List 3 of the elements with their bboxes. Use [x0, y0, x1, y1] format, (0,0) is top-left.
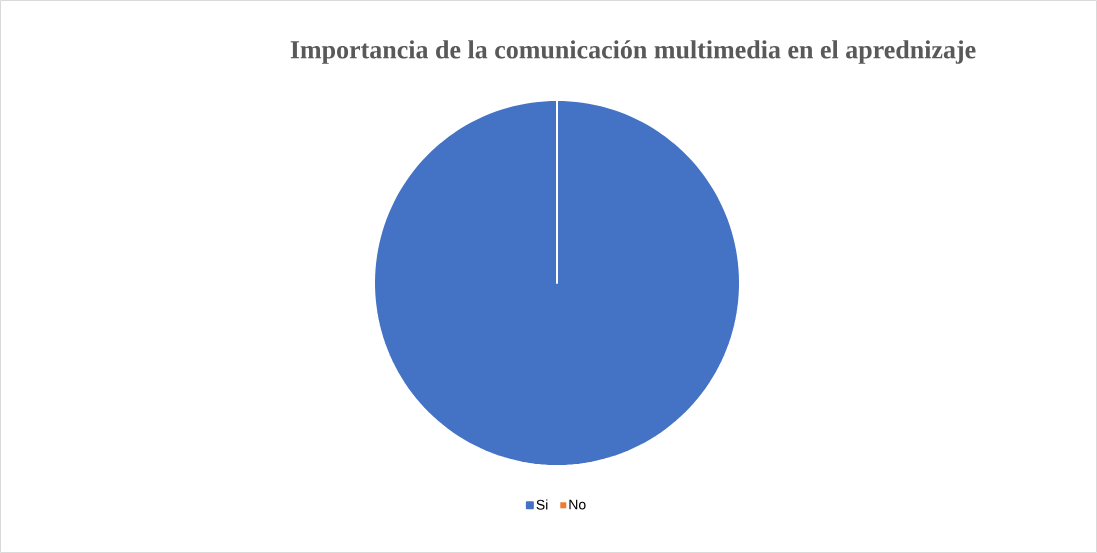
- legend-label: No: [569, 499, 586, 510]
- chart-title: Importancia de la comunicación multimedia en el aprednizaje: [290, 40, 976, 64]
- legend-label: Si: [536, 499, 548, 510]
